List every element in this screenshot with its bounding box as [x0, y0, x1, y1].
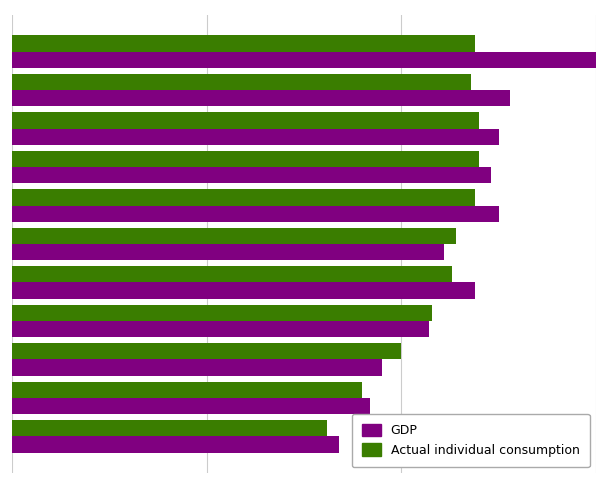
Bar [12, 112, 479, 129]
Bar [12, 151, 479, 167]
Bar [12, 74, 471, 90]
Bar [12, 36, 475, 52]
Bar [12, 167, 491, 183]
Bar [12, 189, 475, 205]
Bar [12, 436, 339, 452]
Bar [12, 205, 499, 222]
Bar [12, 52, 608, 68]
Bar [12, 266, 452, 283]
Bar [12, 90, 510, 106]
Bar [12, 321, 429, 337]
Bar [12, 382, 362, 398]
Bar [12, 343, 401, 359]
Bar [12, 398, 370, 414]
Bar [12, 129, 499, 145]
Bar [12, 228, 456, 244]
Legend: GDP, Actual individual consumption: GDP, Actual individual consumption [352, 414, 590, 467]
Bar [12, 305, 432, 321]
Bar [12, 283, 475, 299]
Bar [12, 420, 327, 436]
Bar [12, 359, 382, 376]
Bar [12, 244, 444, 260]
